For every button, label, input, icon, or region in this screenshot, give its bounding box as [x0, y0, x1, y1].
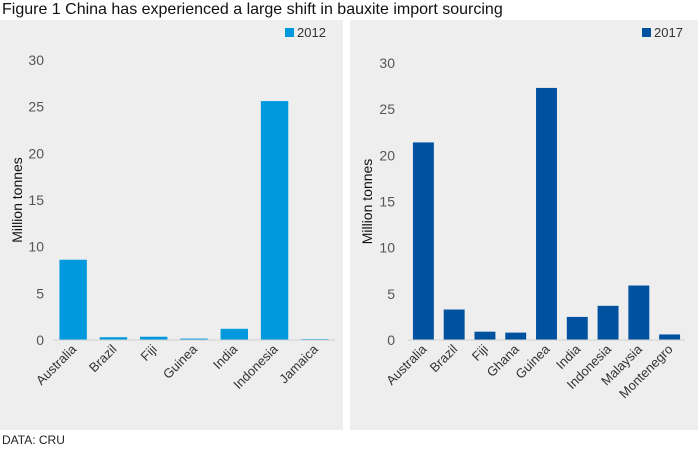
legend-swatch	[642, 28, 651, 37]
chart-2017: 2017 Million tonnes 0 5 10 15 20 25 30 AustraliaB…	[359, 25, 685, 401]
y-tick-label: 20	[379, 147, 395, 163]
y-tick-label: 20	[28, 145, 44, 161]
y-tick-label: 0	[387, 332, 395, 348]
chart-2017-panel: 2017 Million tonnes 0 5 10 15 20 25 30 Australia B…	[350, 20, 698, 430]
y-tick-label: 25	[28, 99, 44, 115]
x-tick-label: Australia	[33, 341, 80, 388]
y-tick-label: 0	[36, 332, 44, 348]
x-tick-label: Guinea	[160, 341, 201, 382]
bar-brazil	[99, 337, 128, 340]
x-tick-label: Australia	[383, 341, 430, 388]
source-note: DATA: CRU	[2, 433, 65, 447]
chart-2012-panel: 2012 Million tonnes 0 5 10 15 20 25 30 Australia B…	[0, 20, 343, 430]
bar-fiji	[474, 331, 496, 340]
x-tick-label: Jamaica	[276, 341, 321, 386]
chart-2012: 2012 Million tonnes 0 5 10 15 20 25 30 Australia B…	[9, 25, 335, 392]
legend-label: 2012	[297, 25, 326, 40]
y-axis-label: Million tonnes	[359, 159, 375, 245]
y-tick-label: 30	[28, 52, 44, 68]
bar-india	[220, 328, 248, 340]
y-tick-label: 10	[379, 240, 395, 256]
bar-ghana	[505, 332, 527, 340]
y-tick-label: 15	[28, 192, 44, 208]
bar-fiji	[140, 336, 168, 340]
bar-indonesia	[597, 305, 619, 340]
y-tick-label: 5	[36, 285, 44, 301]
bar-australia	[412, 142, 434, 340]
legend-label: 2017	[654, 25, 683, 40]
y-tick-label: 30	[379, 55, 395, 71]
y-tick-label: 25	[379, 101, 395, 117]
x-tick-label: Brazil	[427, 341, 461, 375]
x-tick-label: Brazil	[86, 341, 120, 375]
bar-australia	[59, 259, 87, 340]
legend: 2012	[285, 25, 326, 40]
x-tick-label: Guinea	[512, 341, 553, 382]
legend: 2017	[642, 25, 683, 40]
bar-guinea	[536, 87, 557, 341]
bar-india	[566, 316, 588, 340]
y-tick-label: 10	[28, 239, 44, 255]
x-tick-label: Fiji	[137, 341, 159, 363]
figure-title: Figure 1 China has experienced a large s…	[2, 1, 503, 18]
bar-montenegro	[659, 334, 681, 340]
bar-brazil	[443, 309, 465, 340]
x-tick-label: Fiji	[469, 341, 491, 363]
x-tick-label: India	[210, 341, 241, 372]
bar-indonesia	[260, 101, 289, 340]
y-axis-label: Million tonnes	[9, 157, 25, 243]
y-tick-label: 5	[387, 286, 395, 302]
x-tick-label: Indonesia	[230, 341, 281, 392]
bar-malaysia	[628, 285, 650, 340]
y-tick-label: 15	[379, 194, 395, 210]
legend-swatch	[285, 28, 294, 37]
bar-guinea	[180, 338, 208, 340]
